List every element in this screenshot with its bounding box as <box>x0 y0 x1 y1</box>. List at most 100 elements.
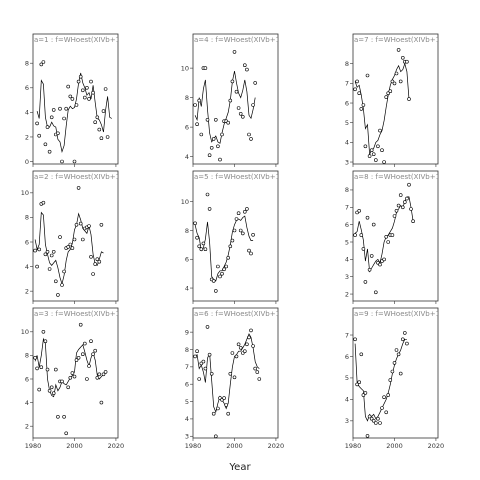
y-tick-label: 8 <box>185 346 189 354</box>
data-point <box>363 144 368 149</box>
data-point <box>35 264 39 269</box>
data-point <box>398 193 403 197</box>
data-point <box>220 132 224 137</box>
data-point <box>386 240 391 244</box>
data-point <box>85 86 89 90</box>
data-point <box>243 63 247 67</box>
data-point <box>398 79 403 84</box>
data-point <box>371 418 376 423</box>
data-point <box>99 400 104 405</box>
data-point <box>203 247 208 251</box>
data-point <box>72 374 77 379</box>
data-point <box>60 159 64 164</box>
data-point <box>211 279 216 283</box>
data-point <box>378 421 382 425</box>
data-point <box>51 391 56 396</box>
data-point <box>369 416 374 421</box>
y-tick-label: 8 <box>25 60 29 68</box>
data-point <box>49 385 54 390</box>
data-point <box>245 67 249 72</box>
data-point <box>224 264 228 269</box>
data-point <box>378 128 382 133</box>
data-point <box>247 335 251 340</box>
data-point <box>228 244 233 249</box>
y-tick-label: 7 <box>345 204 349 212</box>
data-point <box>376 416 380 421</box>
data-point <box>249 328 253 333</box>
y-tick-label: 4 <box>345 396 349 404</box>
data-point <box>390 79 395 84</box>
y-tick-label: 6 <box>25 375 29 383</box>
y-tick-label: 4 <box>345 139 349 147</box>
data-point <box>64 106 68 111</box>
y-tick-label: 6 <box>345 353 349 361</box>
data-point <box>95 257 100 262</box>
data-point <box>230 79 235 84</box>
data-point <box>72 159 77 164</box>
data-point <box>93 262 97 266</box>
data-point <box>222 396 226 400</box>
data-point <box>373 421 378 425</box>
y-tick-label: 4 <box>25 263 29 271</box>
data-point <box>253 81 257 85</box>
data-point <box>211 411 216 416</box>
data-point <box>251 103 255 107</box>
data-point <box>81 88 85 93</box>
data-point <box>195 235 199 240</box>
data-point <box>207 207 212 211</box>
data-point <box>62 414 66 419</box>
y-tick-label: 7 <box>345 80 349 88</box>
data-point <box>234 217 239 221</box>
data-point <box>241 115 245 119</box>
data-point <box>392 361 397 365</box>
data-point <box>43 142 48 147</box>
data-point <box>60 379 64 384</box>
data-point <box>87 224 91 228</box>
data-point <box>243 210 247 214</box>
data-point <box>91 90 95 95</box>
data-point <box>56 131 60 136</box>
data-point <box>365 215 370 220</box>
data-point <box>47 267 52 271</box>
data-point <box>193 103 197 107</box>
data-point <box>49 253 54 258</box>
data-point <box>411 219 415 223</box>
data-point <box>396 203 401 208</box>
data-point <box>373 158 378 162</box>
data-point <box>353 233 357 237</box>
data-point <box>226 411 230 416</box>
data-point <box>249 251 253 256</box>
data-point <box>394 348 399 352</box>
data-point <box>405 196 409 201</box>
data-point <box>74 223 79 227</box>
panel-1: a=1 : f=WHoest(XIVb+1 0 2 4 6 8 <box>25 33 119 167</box>
data-point <box>101 109 106 113</box>
data-point <box>83 95 87 100</box>
data-point <box>95 115 100 120</box>
data-point <box>58 106 62 111</box>
data-point <box>70 371 75 375</box>
data-point <box>203 66 208 70</box>
data-point <box>218 274 222 279</box>
data-point <box>81 352 85 357</box>
data-point <box>103 87 108 91</box>
fitted-line <box>354 196 414 273</box>
data-point <box>203 366 208 371</box>
panel-frame <box>192 307 279 439</box>
x-tick-label: 2000 <box>386 442 403 450</box>
y-tick-label: 5 <box>345 374 349 382</box>
data-point <box>43 339 48 344</box>
data-point <box>353 87 357 92</box>
y-tick-label: 0 <box>25 158 29 166</box>
data-point <box>407 182 411 187</box>
data-point <box>357 380 362 385</box>
data-point <box>41 200 46 205</box>
data-point <box>245 207 249 211</box>
data-point <box>355 79 359 84</box>
data-point <box>400 55 405 60</box>
data-point <box>66 84 70 89</box>
panel-frame <box>352 33 439 165</box>
data-point <box>386 393 391 397</box>
data-point <box>382 395 386 400</box>
